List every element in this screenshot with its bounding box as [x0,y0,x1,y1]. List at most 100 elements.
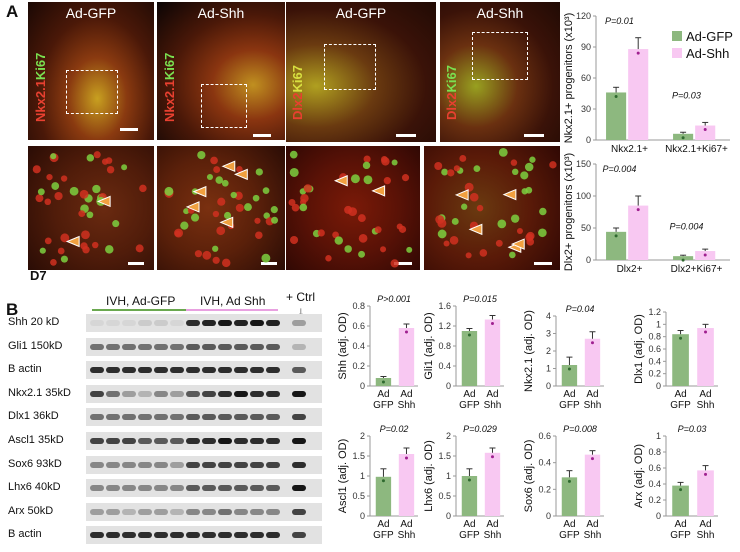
y-tick-label: 0.4 [438,361,451,371]
blot-band [138,320,152,326]
cell [37,188,45,196]
blot-row: Lhx6 40kD [0,477,326,499]
blot-band [218,320,232,326]
cell [363,175,373,185]
y-tick-label: 1 [656,319,661,329]
arrowhead-marker [65,235,80,248]
blot-band [122,367,136,374]
blot-band [292,508,306,515]
micrograph-nkx-shh: Ad-Shh [157,2,285,140]
blot-band [170,485,184,492]
cell [357,214,366,223]
cell [479,249,488,257]
cell [291,203,300,212]
blot-band [186,532,200,539]
blot-strip [86,502,322,521]
data-dot [636,208,640,212]
blot-band [234,485,248,492]
y-tick-label: 0.4 [648,356,661,366]
blot-band [122,320,136,326]
blot-band [122,390,136,397]
blot-strip [86,314,322,332]
blot-row-label: Shh 20 kD [8,316,60,328]
arrowhead-marker [333,174,348,187]
y-tick-label: 150 [576,159,591,169]
cell [516,228,523,235]
blot-band [202,343,216,350]
blot-band [138,367,152,374]
bar [672,485,689,516]
y-tick-label: 0 [656,511,661,521]
x-tick-label: GFP [459,400,480,411]
blot-band [106,367,120,374]
bar [697,470,714,516]
data-dot [567,367,571,371]
bar [561,477,578,516]
data-dot [404,456,408,460]
cell [86,211,94,219]
blot-band [138,414,152,421]
cell [210,156,218,165]
y-tick-label: 0.8 [438,341,451,351]
blot-band [234,414,248,421]
blot-row-label: B actin [8,363,42,376]
blot-band [202,532,216,539]
legend-item-gfp: Ad-GFP [672,28,733,45]
y-tick-label: 0.4 [352,341,365,351]
blot-band [186,485,200,492]
legend-label-shh: Ad-Shh [686,46,730,61]
blot-band [90,390,104,397]
blot-band [218,461,232,468]
x-tick-label: Ad [563,519,575,530]
zoom-dlx-shh [424,146,560,270]
blot-strip [86,361,322,380]
blot-band [106,438,120,444]
blot-row: Sox6 93kD [0,454,326,476]
cell [325,255,332,262]
cell [451,218,459,225]
x-tick-label: Shh [584,400,602,411]
blot-band [122,343,136,350]
blot-row: Shh 20 kD [0,312,326,334]
blot-band [154,343,168,350]
y-tick-label: 1.6 [438,301,451,311]
data-dot [490,322,494,325]
blot-band [138,343,152,350]
x-tick-label: Ad [586,519,598,530]
blot-band [170,320,184,326]
x-tick-label: Shh [697,400,715,411]
cell [549,161,557,169]
blot-band [234,532,248,539]
bar [398,454,415,516]
cell [473,165,481,173]
cell [221,179,229,187]
blot-band [186,414,200,421]
cell [271,216,279,224]
bar [584,338,601,386]
bar [484,319,501,386]
cell [510,159,518,166]
cell [461,203,468,210]
blot-band [202,508,216,515]
cell [235,203,244,212]
cell [495,239,503,247]
blot-band [90,461,104,468]
scale-bar [524,134,544,137]
cell [449,236,459,245]
arrowhead-marker [96,195,111,208]
cell [212,245,219,252]
blot-band [154,532,168,539]
cell [510,214,520,223]
legend-item-shh: Ad-Shh [672,45,733,62]
micrograph-dlx-gfp: Ad-GFP [286,2,436,142]
x-tick-label: GFP [670,530,691,541]
cell [254,217,261,224]
arrowhead-marker [468,223,483,236]
blot-band [154,390,168,397]
cell [180,221,189,230]
cell [174,228,183,238]
bar [484,452,501,516]
cell [288,198,296,206]
